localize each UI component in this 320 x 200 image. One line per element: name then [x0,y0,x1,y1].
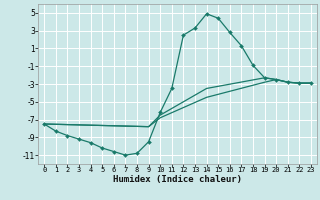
X-axis label: Humidex (Indice chaleur): Humidex (Indice chaleur) [113,175,242,184]
